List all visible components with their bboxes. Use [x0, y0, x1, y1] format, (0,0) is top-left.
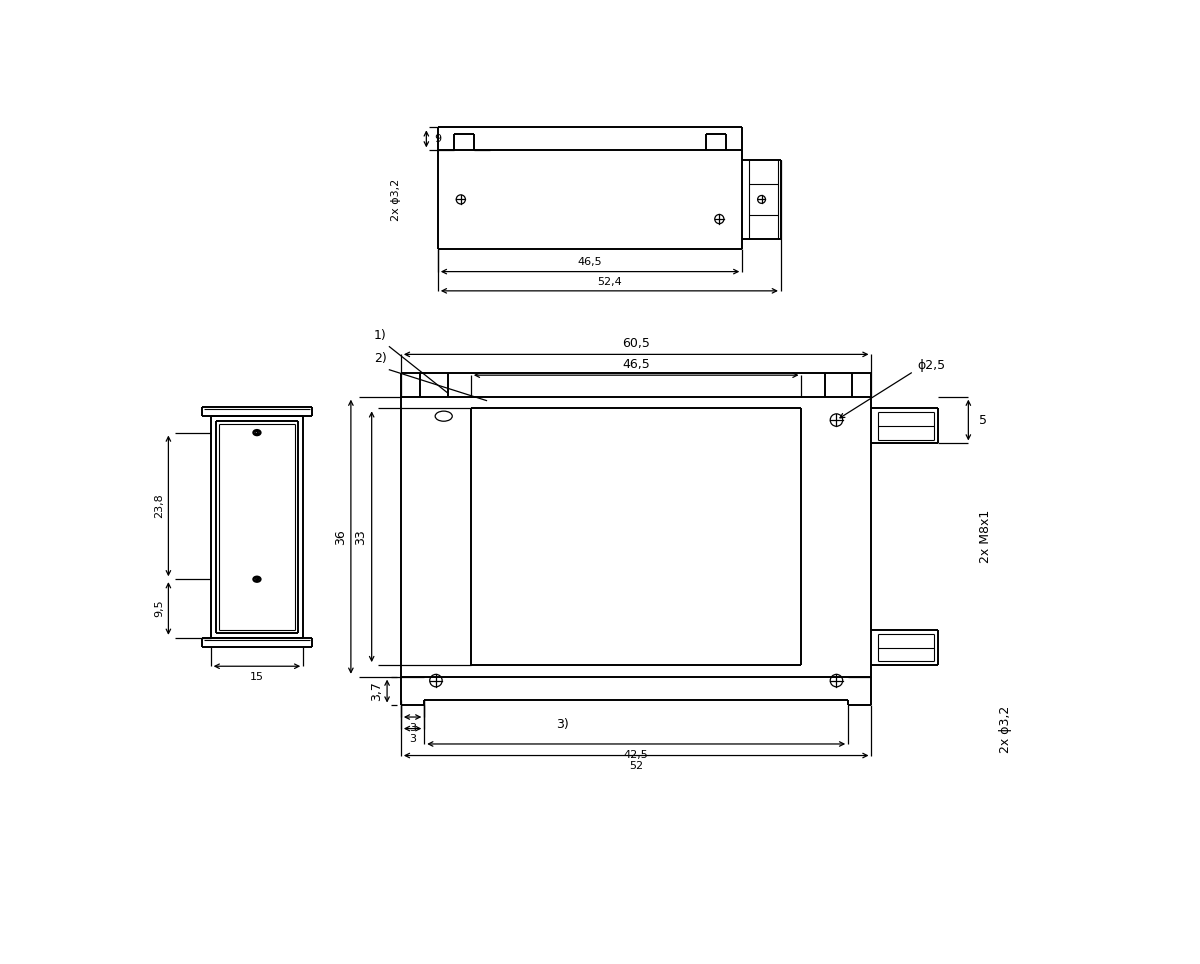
Text: 3,7: 3,7: [370, 682, 383, 701]
Text: 23,8: 23,8: [154, 494, 164, 519]
Text: 42,5: 42,5: [624, 750, 648, 760]
Text: 3): 3): [557, 718, 569, 732]
Text: 1): 1): [374, 329, 386, 341]
Text: 2x M8x1: 2x M8x1: [979, 510, 992, 563]
Text: ϕ2,5: ϕ2,5: [918, 360, 946, 372]
Text: 46,5: 46,5: [577, 257, 602, 267]
Text: 2x ϕ3,2: 2x ϕ3,2: [1000, 706, 1012, 753]
Text: 15: 15: [250, 672, 264, 682]
Text: 60,5: 60,5: [623, 337, 650, 350]
Text: 5: 5: [979, 414, 988, 426]
Text: 2x ϕ3,2: 2x ϕ3,2: [390, 178, 401, 221]
Text: 9,5: 9,5: [154, 600, 164, 617]
Text: 52,4: 52,4: [598, 277, 622, 286]
Text: 3: 3: [409, 735, 416, 744]
Text: 33: 33: [354, 529, 367, 545]
Text: 52: 52: [629, 762, 643, 771]
Text: 3: 3: [409, 723, 416, 733]
Text: 2): 2): [374, 352, 386, 364]
Text: 36: 36: [334, 529, 347, 545]
Text: 46,5: 46,5: [623, 358, 650, 371]
Text: 9: 9: [434, 134, 442, 144]
